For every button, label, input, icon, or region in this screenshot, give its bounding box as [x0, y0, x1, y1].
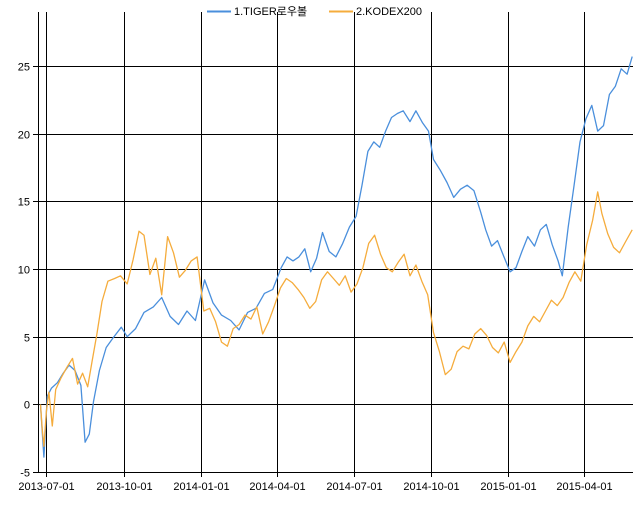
legend[interactable]: 1.TIGER로우볼 2.KODEX200 [207, 5, 422, 18]
x-tick-label: 2014-01-01 [173, 481, 229, 493]
plot-axes [33, 12, 633, 477]
x-tick-label: 2015-04-01 [556, 481, 612, 493]
x-tick-label: 2014-07-01 [326, 481, 382, 493]
x-tick-label: 2014-04-01 [249, 481, 305, 493]
tick-labels: -5 0 5 10 15 20 25 2013-07-01 2013-10-01 2014-01-… [18, 62, 613, 494]
y-tick-label: 20 [18, 130, 30, 142]
x-tick-label: 2013-07-01 [18, 481, 74, 493]
legend-item-2[interactable]: 2.KODEX200 [329, 6, 422, 18]
x-tick-label: 2015-01-01 [480, 481, 536, 493]
legend-label: 2.KODEX200 [356, 6, 422, 18]
series-layer [39, 56, 633, 458]
y-tick-label: 10 [18, 265, 30, 277]
series-line-2 [39, 191, 633, 447]
x-tick-label: 2013-10-01 [96, 481, 152, 493]
legend-item-1[interactable]: 1.TIGER로우볼 [207, 5, 307, 18]
y-tick-label: 15 [18, 197, 30, 209]
legend-label: 1.TIGER로우볼 [234, 5, 307, 18]
y-tick-label: 25 [18, 62, 30, 74]
grid-lines [38, 12, 633, 473]
x-tick-label: 2014-10-01 [403, 481, 459, 493]
y-tick-label: 0 [24, 400, 30, 412]
series-line-1 [39, 56, 633, 458]
y-tick-label: -5 [20, 468, 30, 480]
y-tick-label: 5 [24, 333, 30, 345]
